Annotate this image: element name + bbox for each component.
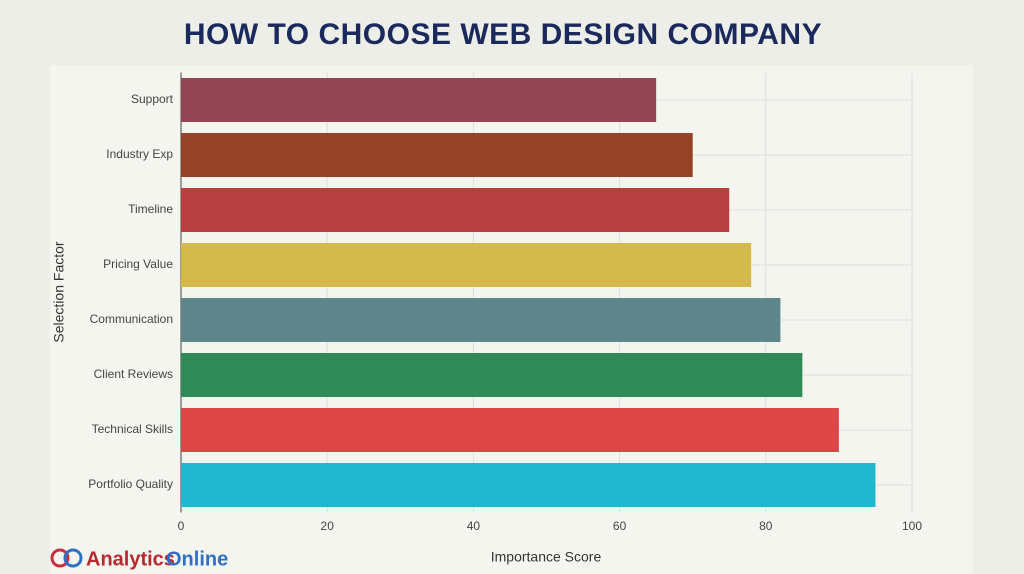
bar bbox=[181, 78, 657, 122]
y-axis-label: Selection Factor bbox=[51, 241, 67, 342]
x-axis-label: Importance Score bbox=[491, 549, 602, 565]
bar bbox=[181, 353, 803, 397]
bar bbox=[181, 243, 752, 287]
x-tick-label: 100 bbox=[902, 519, 922, 533]
x-tick-label: 40 bbox=[467, 519, 481, 533]
logo: Analytics Online bbox=[50, 548, 228, 570]
x-tick-label: 20 bbox=[321, 519, 335, 533]
brand-text: Online bbox=[166, 548, 228, 570]
x-tick-label: 0 bbox=[178, 519, 185, 533]
x-tick-label: 60 bbox=[613, 519, 627, 533]
y-tick-label: Support bbox=[131, 92, 174, 106]
x-tick-label: 80 bbox=[759, 519, 773, 533]
y-tick-label: Technical Skills bbox=[92, 422, 173, 436]
y-tick-label: Portfolio Quality bbox=[88, 477, 173, 491]
y-tick-label: Industry Exp bbox=[106, 147, 173, 161]
bar bbox=[181, 188, 730, 232]
bar bbox=[181, 133, 693, 177]
y-tick-label: Client Reviews bbox=[94, 367, 173, 381]
bar bbox=[181, 408, 839, 452]
y-tick-label: Pricing Value bbox=[103, 257, 173, 271]
brand-text: Analytics bbox=[86, 548, 175, 570]
y-tick-label: Timeline bbox=[128, 202, 173, 216]
chart-title: HOW TO CHOOSE WEB DESIGN COMPANY bbox=[184, 18, 822, 51]
bar bbox=[181, 298, 781, 342]
bar bbox=[181, 463, 876, 507]
logo-icon bbox=[63, 548, 83, 568]
y-tick-label: Communication bbox=[90, 312, 173, 326]
logo-icon bbox=[50, 548, 70, 568]
